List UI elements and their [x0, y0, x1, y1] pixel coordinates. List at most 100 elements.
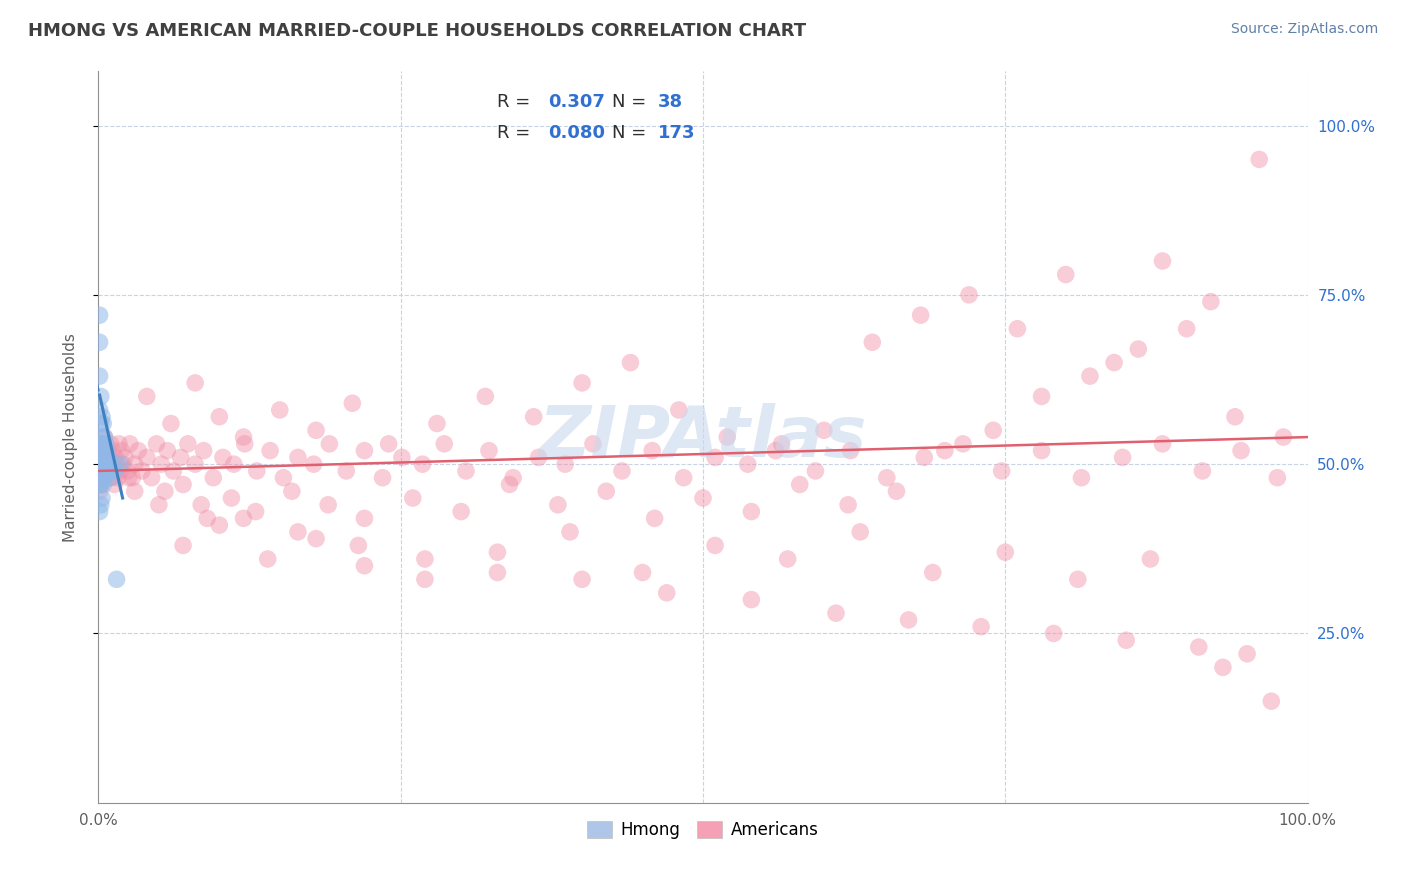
- Point: [287, 524, 309, 539]
- Point: [486, 545, 509, 559]
- Point: [610, 464, 633, 478]
- Point: [104, 450, 127, 465]
- Point: [486, 566, 509, 580]
- Point: [849, 524, 872, 539]
- Point: [377, 437, 399, 451]
- Point: [103, 477, 125, 491]
- Point: [897, 613, 920, 627]
- Point: [94, 457, 117, 471]
- Point: [776, 552, 799, 566]
- Point: [716, 430, 738, 444]
- Point: [391, 450, 413, 465]
- Point: [90, 464, 112, 478]
- Point: [98, 450, 121, 465]
- Point: [184, 457, 207, 471]
- Point: [912, 450, 935, 465]
- Point: [212, 450, 235, 465]
- Text: ZIPAtlas: ZIPAtlas: [538, 402, 868, 472]
- Point: [90, 498, 112, 512]
- Point: [91, 437, 114, 451]
- Point: [347, 538, 370, 552]
- Point: [91, 457, 114, 471]
- Point: [202, 471, 225, 485]
- Point: [107, 471, 129, 485]
- Point: [876, 471, 898, 485]
- Point: [208, 409, 231, 424]
- Point: [692, 491, 714, 505]
- Point: [89, 308, 111, 322]
- Point: [101, 457, 124, 471]
- Point: [478, 443, 501, 458]
- Point: [190, 498, 212, 512]
- Point: [91, 457, 114, 471]
- Point: [765, 443, 787, 458]
- Point: [1223, 409, 1246, 424]
- Point: [89, 505, 111, 519]
- Point: [100, 457, 122, 471]
- Point: [135, 389, 157, 403]
- Point: [305, 532, 328, 546]
- Point: [704, 450, 727, 465]
- Point: [233, 437, 256, 451]
- Point: [1067, 572, 1090, 586]
- Point: [287, 450, 309, 465]
- Point: [1249, 153, 1271, 167]
- Point: [91, 477, 114, 491]
- Point: [91, 417, 114, 431]
- Point: [100, 471, 122, 485]
- Point: [118, 471, 141, 485]
- Point: [1260, 694, 1282, 708]
- Point: [1152, 437, 1174, 451]
- Point: [104, 464, 127, 478]
- Point: [804, 464, 827, 478]
- Point: [413, 572, 436, 586]
- Point: [108, 464, 131, 478]
- Point: [970, 620, 993, 634]
- Text: 0.307: 0.307: [548, 93, 605, 112]
- Point: [558, 524, 581, 539]
- Point: [318, 437, 340, 451]
- Point: [342, 396, 364, 410]
- Point: [89, 464, 111, 478]
- Point: [644, 511, 666, 525]
- Point: [91, 491, 114, 505]
- Point: [571, 376, 593, 390]
- Point: [595, 484, 617, 499]
- Point: [886, 484, 908, 499]
- Point: [153, 484, 176, 499]
- Point: [523, 409, 546, 424]
- Point: [655, 586, 678, 600]
- Point: [160, 417, 183, 431]
- Point: [93, 430, 115, 444]
- Point: [89, 477, 111, 491]
- Point: [232, 511, 254, 525]
- Point: [1042, 626, 1064, 640]
- Point: [1139, 552, 1161, 566]
- Point: [1078, 369, 1101, 384]
- Point: [89, 457, 111, 471]
- Point: [281, 484, 304, 499]
- Point: [353, 443, 375, 458]
- Point: [934, 443, 956, 458]
- Point: [89, 443, 111, 458]
- Point: [256, 552, 278, 566]
- Point: [1272, 430, 1295, 444]
- Point: [124, 457, 146, 471]
- Point: [502, 471, 524, 485]
- Point: [498, 477, 520, 491]
- Point: [1031, 389, 1053, 403]
- Point: [100, 471, 122, 485]
- Point: [335, 464, 357, 478]
- Point: [177, 437, 200, 451]
- Point: [117, 464, 139, 478]
- Point: [193, 443, 215, 458]
- Point: [90, 443, 112, 458]
- Point: [411, 457, 433, 471]
- Point: [110, 443, 132, 458]
- Point: [740, 592, 762, 607]
- Point: [111, 457, 134, 471]
- Point: [789, 477, 811, 491]
- Point: [1152, 254, 1174, 268]
- Point: [641, 443, 664, 458]
- Point: [582, 437, 605, 451]
